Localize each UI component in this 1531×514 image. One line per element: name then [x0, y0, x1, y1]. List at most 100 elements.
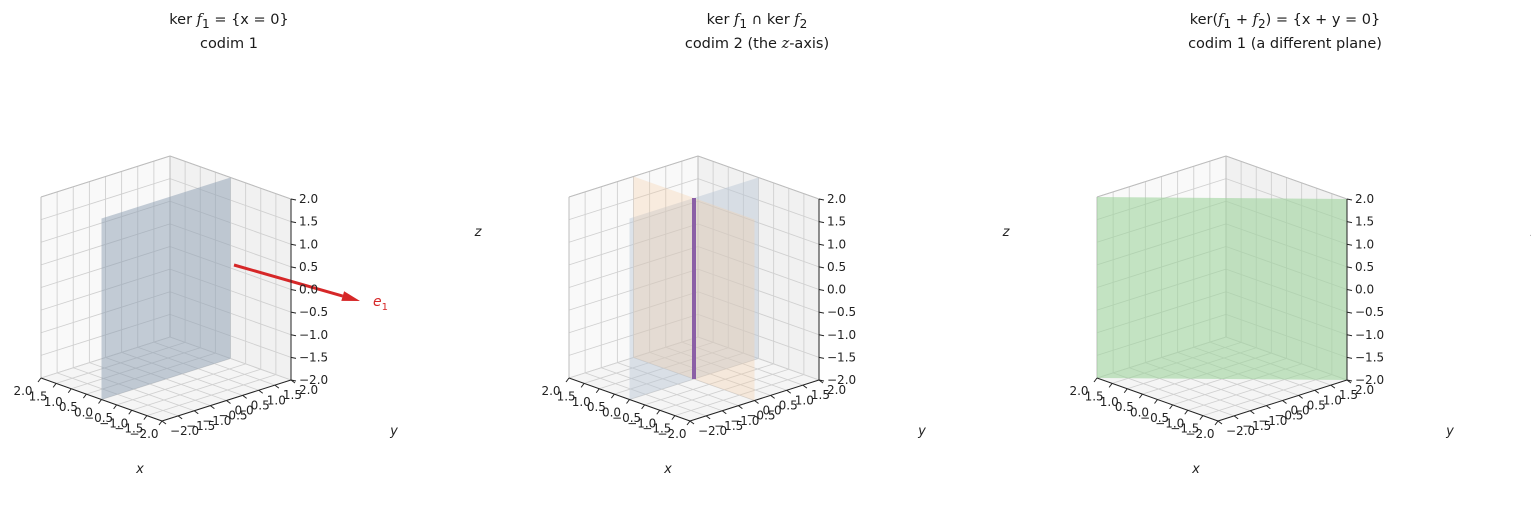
- grid-line: [697, 200, 820, 245]
- y-tick-label: −1.5: [714, 419, 743, 433]
- x-tick: [1093, 377, 1098, 383]
- title-line-1: ker(f1 + f2) = {x + y = 0}: [1189, 12, 1381, 31]
- x-tick: [143, 415, 148, 420]
- x-tick-label: 2.0: [1069, 384, 1088, 398]
- z-tick-label: −0.5: [299, 305, 328, 319]
- z-tick: [818, 243, 825, 246]
- x-tick: [671, 415, 676, 420]
- y-axis-label: y: [917, 424, 926, 439]
- y-tick: [226, 400, 231, 404]
- x-tick-label: 2.0: [541, 384, 560, 398]
- y-tick: [1233, 415, 1239, 420]
- y-tick: [1266, 405, 1271, 410]
- x-tick: [1184, 409, 1189, 415]
- y-axis-label: y: [389, 424, 398, 439]
- z-tick: [290, 289, 297, 291]
- y-tick: [770, 394, 775, 399]
- x-tick-label: 1.0: [572, 395, 591, 409]
- x-tick-label: 1.5: [29, 389, 48, 403]
- y-tick: [1298, 394, 1303, 399]
- z-tick-label: 2.0: [299, 192, 318, 206]
- z-tick-label: 1.5: [1355, 215, 1374, 229]
- pane-edge: [40, 155, 171, 198]
- gridlines: [568, 155, 820, 422]
- grid-line: [665, 346, 787, 391]
- x-tick: [158, 420, 163, 426]
- z-tick-label: 0.5: [827, 260, 846, 274]
- grid-line: [583, 341, 714, 384]
- y-tick-label: −0.5: [1274, 409, 1303, 423]
- x-tick: [1214, 420, 1219, 426]
- x-tick-label: −2.0: [657, 427, 686, 441]
- z-axis-label: z: [474, 225, 483, 240]
- x-tick: [1154, 399, 1158, 404]
- plane-1: [1097, 197, 1347, 380]
- x-tick-label: 0.5: [1115, 400, 1134, 414]
- y-tick: [177, 415, 183, 420]
- x-tick: [626, 399, 630, 404]
- title-line-2: codim 2 (the z-axis): [684, 35, 830, 52]
- y-tick-label: −2.0: [698, 424, 727, 438]
- z-tick-label: −1.5: [299, 350, 328, 364]
- z-tick: [1346, 243, 1353, 246]
- x-tick-label: −1.0: [99, 416, 128, 430]
- y-tick-label: 0.5: [251, 398, 270, 412]
- z-tick-label: −0.5: [1355, 305, 1384, 319]
- y-tick: [1249, 410, 1255, 415]
- x-tick-label: −2.0: [1185, 427, 1214, 441]
- x-tick: [128, 409, 133, 415]
- y-tick-label: 1.0: [267, 393, 286, 407]
- z-tick-label: −1.0: [299, 328, 328, 342]
- plane-1: [101, 177, 231, 400]
- z-tick: [818, 334, 825, 337]
- x-axis-label: x: [1191, 462, 1200, 477]
- z-tick-label: 1.5: [827, 215, 846, 229]
- grid-line: [568, 246, 699, 288]
- x-tick-label: −1.5: [114, 422, 143, 436]
- y-tick: [1217, 420, 1223, 425]
- grid-line: [40, 178, 171, 221]
- y-tick: [274, 384, 280, 389]
- y-tick-label: 2.0: [1355, 383, 1374, 397]
- grid-line: [599, 347, 729, 390]
- x-tick-label: 2.0: [13, 384, 32, 398]
- y-tick-label: −0.5: [218, 409, 247, 423]
- z-tick-label: 1.0: [1355, 237, 1374, 251]
- z-tick: [290, 356, 297, 359]
- grid-line: [697, 223, 820, 268]
- grid-line: [568, 223, 699, 266]
- y-tick-label: −2.0: [170, 424, 199, 438]
- x-tick-label: −1.0: [627, 416, 656, 430]
- y-tick-label: −0.5: [746, 409, 775, 423]
- y-tick-label: 2.0: [827, 383, 846, 397]
- y-tick-label: 1.0: [795, 393, 814, 407]
- z-tick: [1346, 334, 1353, 337]
- grid-line: [568, 178, 699, 221]
- y-tick: [210, 405, 215, 410]
- z-tick: [290, 334, 297, 337]
- y-tick-label: 0.5: [1307, 398, 1326, 412]
- z-tick: [818, 311, 825, 314]
- x-tick: [37, 377, 42, 383]
- x-tick: [98, 399, 102, 404]
- title-line-1: ker f1 ∩ ker f2: [706, 12, 808, 31]
- z-tick-label: −1.5: [1355, 350, 1384, 364]
- z-tick-label: −2.0: [1355, 373, 1384, 387]
- z-tick-label: 1.0: [299, 237, 318, 251]
- x-tick-label: 0.5: [587, 400, 606, 414]
- z-tick: [290, 221, 297, 224]
- x-tick-label: −1.5: [642, 422, 671, 436]
- x-tick-label: −1.5: [1170, 422, 1199, 436]
- z-tick: [818, 356, 825, 359]
- x-tick: [610, 393, 615, 399]
- z-tick: [290, 243, 297, 246]
- grid-line: [681, 341, 804, 386]
- pane-edge: [697, 155, 820, 200]
- x-tick: [1138, 393, 1143, 399]
- subplot-2-title: ker f1 ∩ ker f2 codim 2 (the z-axis): [557, 10, 957, 54]
- y-tick: [738, 405, 743, 410]
- y-tick: [161, 420, 167, 425]
- z-tick: [1346, 356, 1353, 359]
- grid-line: [697, 178, 820, 223]
